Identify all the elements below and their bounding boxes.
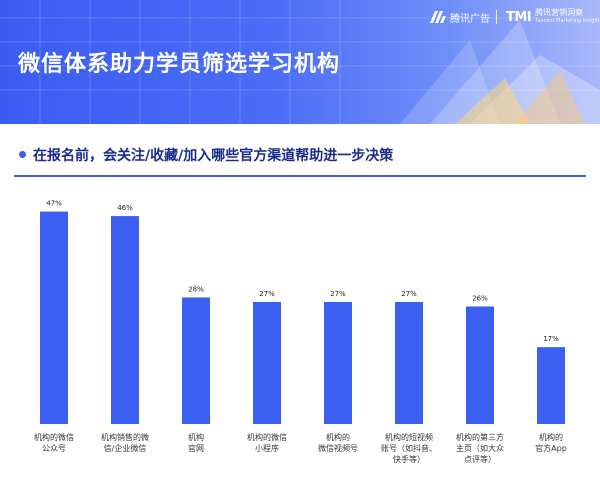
category-label-3: 机构的微信小程序 bbox=[247, 432, 287, 453]
category-label-line: 小程序 bbox=[255, 443, 279, 453]
category-label-line: 公众号 bbox=[42, 444, 66, 453]
section-title: 在报名前，会关注/收藏/加入哪些官方渠道帮助进一步决策 bbox=[33, 148, 394, 164]
category-label-4: 机构的微信视频号 bbox=[318, 432, 358, 453]
category-label-line: 快手等） bbox=[393, 454, 425, 464]
page-title: 微信体系助力学员筛选学习机构 bbox=[18, 52, 341, 77]
value-label-2: 28% bbox=[188, 285, 204, 293]
bar-0 bbox=[40, 211, 68, 424]
tmi-label-cn: 腾讯营销洞察 bbox=[535, 8, 584, 17]
value-label-5: 27% bbox=[401, 290, 417, 298]
category-label-line: 机构 bbox=[188, 432, 204, 442]
bar-4 bbox=[324, 301, 352, 424]
tmi-brand: TMI 腾讯营销洞察 Tencent Marketing Insight bbox=[506, 8, 600, 26]
category-label-6: 机构的第三方主页（如大众点评等） bbox=[456, 432, 504, 464]
category-label-1: 机构销售的微信/企业微信 bbox=[101, 432, 149, 453]
category-label-0: 机构的微信公众号 bbox=[34, 432, 74, 453]
value-label-7: 17% bbox=[543, 335, 559, 343]
section-heading: 在报名前，会关注/收藏/加入哪些官方渠道帮助进一步决策 bbox=[14, 141, 586, 177]
category-label-line: 机构销售的微 bbox=[101, 432, 149, 442]
value-label-4: 27% bbox=[330, 290, 346, 298]
bar-3 bbox=[253, 301, 281, 424]
category-label-line: 主页（如大众 bbox=[456, 443, 504, 453]
category-label-line: 官网 bbox=[188, 443, 204, 453]
category-label-line: 微信视频号 bbox=[318, 443, 358, 453]
tencent-ads-brand: 腾讯广告 bbox=[430, 8, 490, 26]
bar-chart: 47%机构的微信公众号46%机构销售的微信/企业微信28%机构官网27%机构的微… bbox=[34, 200, 567, 464]
category-label-line: 信/企业微信 bbox=[104, 443, 147, 453]
category-label-line: 机构的短视频 bbox=[385, 432, 433, 442]
value-label-6: 26% bbox=[472, 294, 488, 302]
bar-5 bbox=[395, 301, 423, 424]
category-label-2: 机构官网 bbox=[188, 432, 204, 453]
header-banner: 微信体系助力学员筛选学习机构 腾讯广告 TMI 腾讯营销洞察 Tencent M… bbox=[0, 0, 600, 124]
tmi-label-en: Tencent Marketing Insight bbox=[535, 18, 600, 24]
value-label-3: 27% bbox=[259, 290, 275, 298]
section-bullet-icon bbox=[19, 151, 26, 158]
value-label-0: 47% bbox=[46, 200, 62, 208]
category-label-line: 机构的第三方 bbox=[456, 432, 504, 442]
tmi-logo-mark: TMI bbox=[506, 9, 532, 25]
category-label-line: 点评等） bbox=[464, 454, 496, 464]
header-decoration bbox=[0, 0, 600, 124]
tencent-ads-label: 腾讯广告 bbox=[450, 13, 490, 25]
bar-6 bbox=[466, 306, 494, 424]
category-label-line: 机构的微信 bbox=[247, 432, 287, 442]
category-label-7: 机构的官方App bbox=[535, 432, 567, 453]
category-label-line: 机构的 bbox=[539, 432, 563, 442]
category-label-line: 机构的 bbox=[326, 432, 350, 442]
value-label-1: 46% bbox=[117, 204, 133, 212]
category-label-5: 机构的短视频账号（如抖音、快手等） bbox=[381, 432, 437, 464]
category-label-line: 官方App bbox=[535, 443, 567, 453]
category-label-line: 账号（如抖音、 bbox=[381, 443, 437, 453]
brand-divider bbox=[496, 10, 497, 24]
tencent-ads-logo-icon bbox=[430, 11, 446, 23]
bar-7 bbox=[537, 347, 565, 424]
bar-2 bbox=[182, 297, 210, 424]
bar-1 bbox=[111, 216, 139, 424]
category-label-line: 机构的微信 bbox=[34, 432, 74, 442]
